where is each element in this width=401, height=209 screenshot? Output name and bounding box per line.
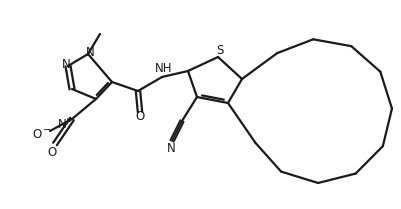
Text: N: N bbox=[166, 143, 175, 155]
Text: S: S bbox=[216, 43, 223, 56]
Text: N: N bbox=[61, 59, 70, 71]
Text: O: O bbox=[32, 129, 42, 141]
Text: −: − bbox=[43, 125, 51, 135]
Text: N: N bbox=[85, 46, 94, 59]
Text: +: + bbox=[63, 116, 71, 125]
Text: O: O bbox=[47, 145, 57, 158]
Text: NH: NH bbox=[155, 62, 172, 75]
Text: O: O bbox=[135, 111, 144, 124]
Text: N: N bbox=[57, 119, 66, 131]
